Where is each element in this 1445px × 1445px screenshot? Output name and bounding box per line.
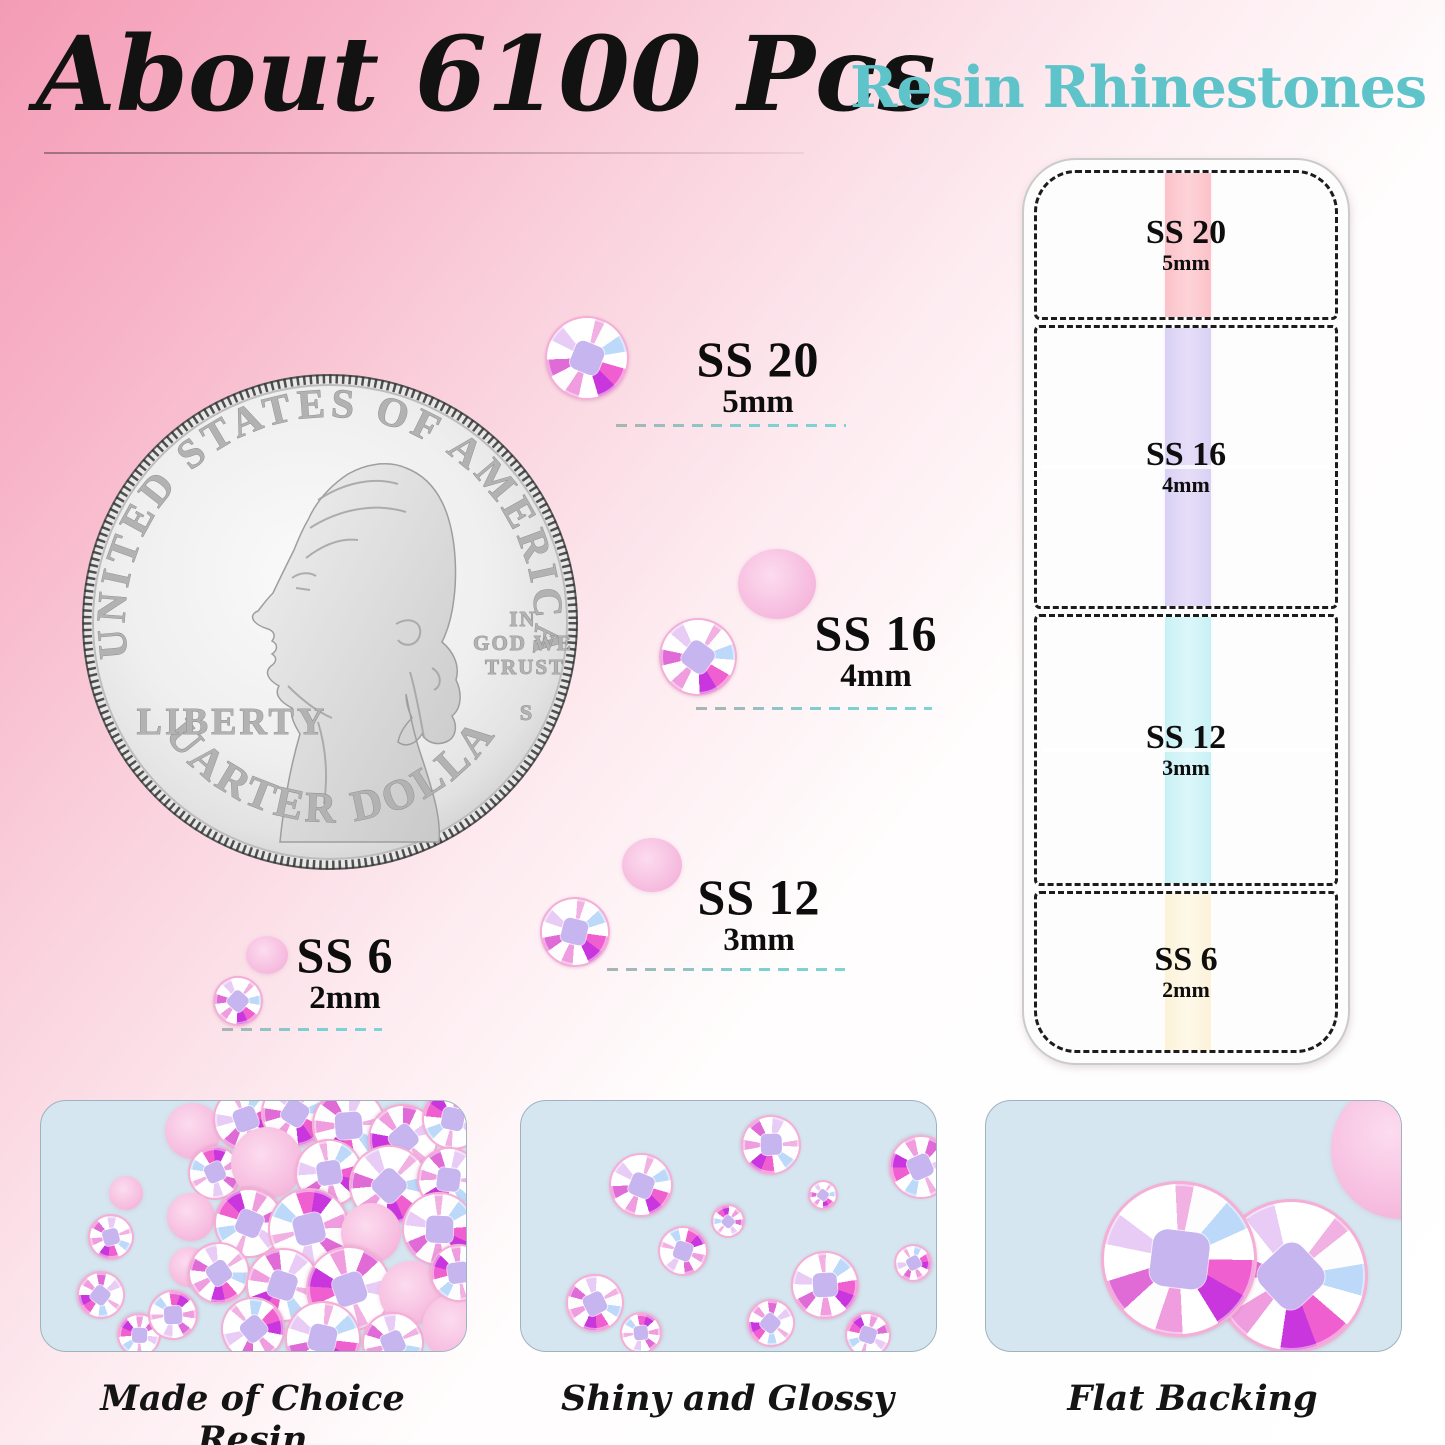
photo-shiny-glossy	[520, 1100, 937, 1352]
matte-rhinestone	[109, 1176, 143, 1210]
box-section-ss20: SS 20 5mm	[1034, 170, 1338, 321]
coin-motto-line3: TRUST	[485, 655, 565, 679]
faceted-rhinestone	[875, 1121, 936, 1213]
faceted-rhinestone	[731, 1105, 811, 1185]
callout-ss20-underline	[616, 424, 846, 427]
box-compartment-divider	[1042, 464, 1330, 469]
box-label-ss12: SS 12 3mm	[1037, 617, 1335, 884]
faceted-rhinestone	[71, 1265, 131, 1325]
caption-flat-backing: Flat Backing	[1067, 1378, 1318, 1419]
rhinestone-storage-box: SS 20 5mm SS 16 4mm SS 12 3mm SS 6 2m	[1022, 158, 1350, 1065]
box-label-ss20: SS 20 5mm	[1037, 173, 1335, 317]
box-label-ss6-name: SS 6	[1154, 941, 1218, 979]
box-label-ss16-mm: 4mm	[1162, 471, 1210, 497]
box-label-ss16-name: SS 16	[1145, 435, 1227, 473]
faceted-rhinestone	[740, 1292, 802, 1351]
photo-flat-backing	[985, 1100, 1402, 1352]
callout-ss6-mm: 2mm	[309, 980, 381, 1016]
coin-liberty-text: LIBERTY	[137, 701, 328, 743]
callout-ss12-underline	[607, 968, 845, 971]
coin-motto-line2: GOD WE	[473, 631, 573, 655]
caption-shiny-glossy: Shiny and Glossy	[560, 1378, 895, 1419]
faceted-rhinestone	[804, 1176, 842, 1214]
caption-made-of-resin: Made of Choice Resin	[100, 1378, 405, 1445]
box-label-ss20-mm: 5mm	[1162, 249, 1210, 275]
callout-ss6-label: SS 6	[296, 927, 394, 983]
faceted-rhinestone	[843, 1310, 893, 1351]
matte-rhinestone	[231, 1127, 303, 1199]
ss12-matte-sample	[622, 838, 682, 892]
ss6-matte-sample	[246, 936, 288, 974]
coin-reeding	[82, 374, 578, 870]
callout-ss12-label: SS 12	[697, 869, 821, 925]
page-title: About 6100 Pcs	[36, 14, 936, 135]
title-divider	[44, 152, 804, 154]
ss16-matte-sample	[738, 549, 816, 619]
coin-motto-line1: IN	[509, 607, 536, 631]
washington-bust	[251, 462, 461, 843]
coin-mint-mark: S	[520, 700, 532, 725]
callout-ss16-label: SS 16	[814, 605, 938, 661]
callout-ss12: SS 12 3mm	[659, 872, 859, 959]
callout-ss20-mm: 5mm	[722, 384, 794, 420]
box-strip	[1163, 894, 1213, 1050]
box-label-ss16: SS 16 4mm	[1037, 328, 1335, 605]
bust-detail-lines	[287, 479, 441, 805]
faceted-rhinestone	[609, 1153, 673, 1217]
callout-ss20-label: SS 20	[696, 331, 820, 387]
ss20-crystal-sample	[545, 316, 629, 400]
box-label-ss6-mm: 2mm	[1162, 976, 1210, 1002]
faceted-rhinestone	[886, 1236, 936, 1290]
box-strip	[1163, 173, 1213, 318]
callout-ss6-underline	[222, 1028, 382, 1031]
faceted-rhinestone	[78, 1204, 144, 1270]
callout-ss12-mm: 3mm	[723, 922, 795, 958]
callout-ss16: SS 16 4mm	[776, 608, 976, 695]
callout-ss20: SS 20 5mm	[658, 334, 858, 421]
matte-rhinestone	[1331, 1101, 1401, 1219]
matte-rhinestone	[167, 1193, 215, 1241]
box-label-ss12-name: SS 12	[1145, 718, 1227, 756]
page-subtitle: Resin Rhinestones	[850, 54, 1427, 121]
callout-ss16-underline	[696, 707, 932, 710]
box-label-ss12-mm: 3mm	[1162, 754, 1210, 780]
box-section-ss12: SS 12 3mm	[1034, 613, 1338, 887]
photo-made-of-resin	[40, 1100, 467, 1352]
box-section-ss6: SS 6 2mm	[1034, 891, 1338, 1053]
faceted-rhinestone	[706, 1199, 750, 1243]
faceted-rhinestone	[657, 1225, 709, 1277]
callout-ss16-mm: 4mm	[840, 658, 912, 694]
box-label-ss6: SS 6 2mm	[1037, 894, 1335, 1050]
box-label-ss20-name: SS 20	[1145, 214, 1227, 252]
ss16-crystal-sample	[650, 609, 746, 705]
ss12-crystal-sample	[535, 892, 615, 972]
box-section-ss16: SS 16 4mm	[1034, 325, 1338, 609]
quarter-coin-illustration: UNITED STATES OF AMERICA QUARTER DOLLAR …	[80, 372, 578, 870]
box-compartment-divider	[1042, 747, 1330, 752]
callout-ss6: SS 6 2mm	[245, 930, 445, 1017]
